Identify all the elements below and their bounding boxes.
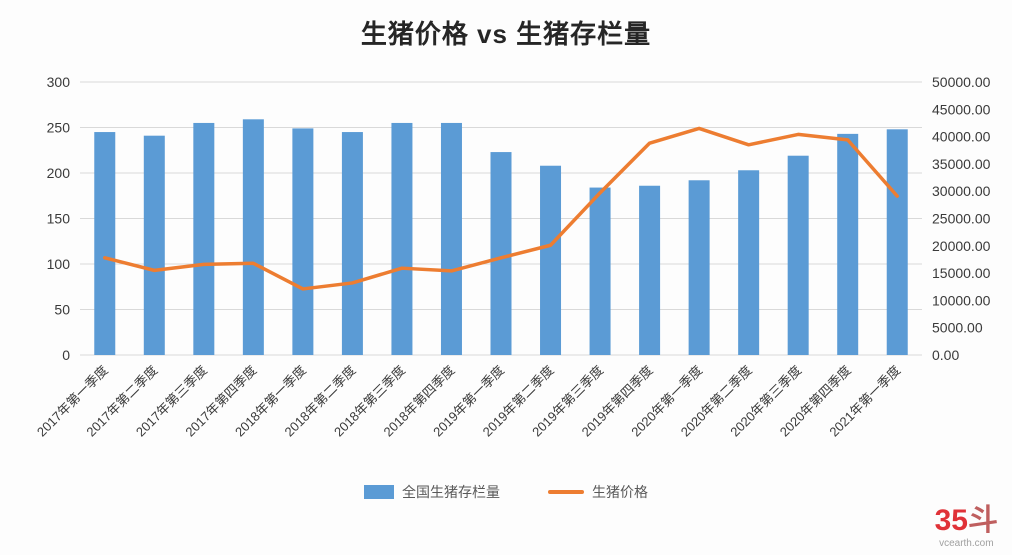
logo-35dou: 35斗: [935, 506, 998, 536]
price-line: [103, 126, 899, 291]
right-axis-tick: 45000.00: [932, 101, 991, 117]
logo-number: 35: [934, 504, 968, 537]
inventory-bar: [341, 132, 363, 355]
inventory-bar: [589, 187, 611, 355]
left-axis-tick: 0: [62, 347, 70, 363]
inventory-bar: [143, 135, 165, 355]
right-axis-tick: 10000.00: [932, 292, 991, 308]
legend-label-inventory: 全国生猪存栏量: [402, 484, 500, 500]
bar-series-swatch: [364, 485, 394, 499]
inventory-bar: [540, 165, 562, 355]
combo-chart: 0 50 100 150 200 250 300 0.00 5000.00 10000.00 150…: [34, 74, 991, 440]
left-axis-tick: 250: [47, 120, 71, 136]
inventory-bar: [193, 122, 215, 355]
inventory-bar: [94, 132, 116, 355]
watermark: 35斗 vcearth.com: [935, 506, 998, 549]
inventory-bar: [837, 133, 859, 355]
legend: 全国生猪存栏量 生猪价格: [0, 482, 1012, 502]
left-axis-tick: 300: [47, 74, 71, 90]
left-axis-tick: 100: [47, 256, 71, 272]
chart-page: 生猪价格 vs 生猪存栏量 0 50 100 150 200 250 300 0.00 5000…: [0, 14, 1012, 555]
legend-item-price: 生猪价格: [548, 482, 648, 502]
right-axis-tick: 15000.00: [932, 265, 991, 281]
legend-label-price: 生猪价格: [592, 484, 648, 500]
inventory-bar: [391, 122, 413, 355]
right-axis-tick: 20000.00: [932, 238, 991, 254]
legend-item-inventory: 全国生猪存栏量: [364, 482, 500, 502]
right-axis-tick: 30000.00: [932, 183, 991, 199]
inventory-bar: [688, 180, 710, 355]
right-axis-tick: 50000.00: [932, 74, 991, 90]
right-axis-tick: 35000.00: [932, 156, 991, 172]
inventory-bar: [242, 119, 264, 355]
inventory-bar: [440, 122, 462, 355]
right-axis-tick: 25000.00: [932, 211, 991, 227]
inventory-bar: [490, 152, 512, 355]
inventory-bar: [787, 155, 809, 355]
inventory-bar: [886, 129, 908, 355]
left-axis-tick: 50: [54, 302, 70, 318]
right-axis-tick: 5000.00: [932, 320, 983, 336]
inventory-bar: [292, 128, 314, 355]
right-axis-tick: 0.00: [932, 347, 959, 363]
right-axis-tick: 40000.00: [932, 129, 991, 145]
left-axis-tick: 200: [47, 165, 71, 181]
inventory-bar: [738, 170, 760, 355]
chart-title: 生猪价格 vs 生猪存栏量: [360, 19, 652, 49]
line-series-swatch: [548, 490, 584, 494]
inventory-bar: [639, 185, 661, 355]
left-axis-tick: 150: [47, 211, 71, 227]
logo-character: 斗: [968, 504, 998, 537]
